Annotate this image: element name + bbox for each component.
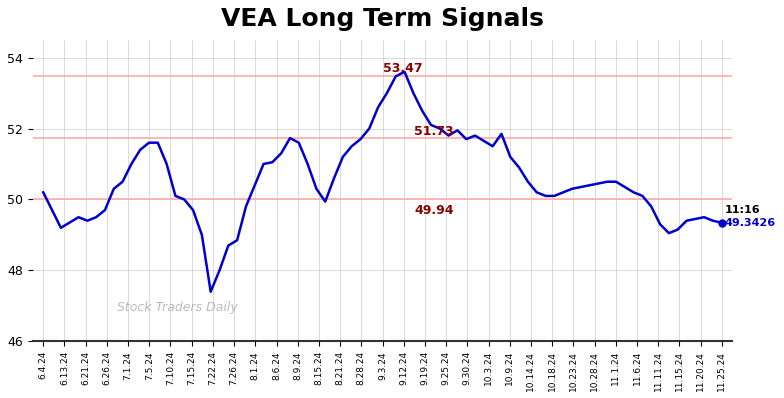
Title: VEA Long Term Signals: VEA Long Term Signals — [221, 7, 544, 31]
Text: 51.73: 51.73 — [414, 125, 454, 138]
Text: 49.3426: 49.3426 — [725, 219, 776, 228]
Text: Stock Traders Daily: Stock Traders Daily — [117, 301, 238, 314]
Text: 53.47: 53.47 — [383, 62, 422, 75]
Text: 49.94: 49.94 — [414, 204, 454, 217]
Text: 11:16: 11:16 — [725, 205, 760, 215]
